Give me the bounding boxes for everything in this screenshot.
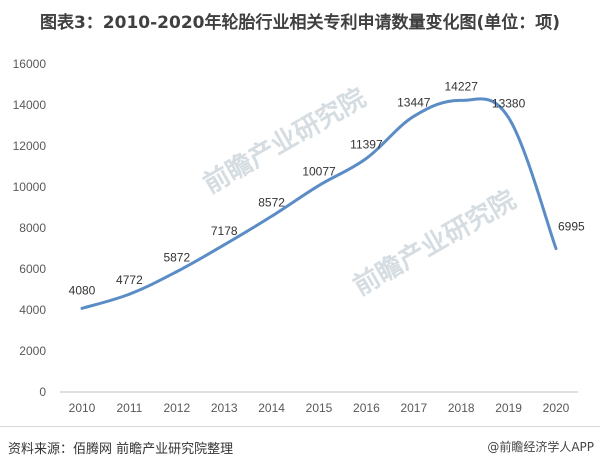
data-label-3: 7178 bbox=[211, 224, 238, 238]
y-tick-label-2: 4000 bbox=[19, 303, 46, 317]
y-tick-label-6: 12000 bbox=[13, 139, 47, 153]
data-label-2: 5872 bbox=[163, 251, 190, 265]
y-tick-label-8: 16000 bbox=[13, 57, 47, 71]
watermark-1: 前瞻产业研究院 bbox=[198, 82, 371, 200]
x-axis-ticks: 2010 2011 2012 2013 2014 2015 2016 2017 2018 2019… bbox=[69, 401, 570, 415]
data-label-8: 14227 bbox=[445, 79, 479, 93]
x-tick-label-6: 2016 bbox=[353, 401, 380, 415]
x-tick-label-5: 2015 bbox=[306, 401, 333, 415]
footer: 资料来源：佰腾网 前瞻产业研究院整理 @前瞻经济学人APP bbox=[0, 426, 600, 468]
x-tick-label-10: 2020 bbox=[543, 401, 570, 415]
data-label-9: 13380 bbox=[492, 97, 526, 111]
x-tick-label-8: 2018 bbox=[448, 401, 475, 415]
line-chart: 前瞻产业研究院 前瞻产业研究院 0 2000 4000 6000 8000 10000 12… bbox=[13, 57, 585, 415]
y-tick-label-3: 6000 bbox=[19, 262, 46, 276]
data-label-6: 11397 bbox=[350, 137, 383, 151]
source-note: 资料来源：佰腾网 前瞻产业研究院整理 bbox=[8, 442, 234, 457]
series-line bbox=[80, 97, 558, 310]
y-tick-label-1: 2000 bbox=[19, 344, 46, 358]
watermark-2: 前瞻产业研究院 bbox=[348, 184, 521, 302]
x-tick-label-0: 2010 bbox=[69, 401, 96, 415]
y-axis-ticks: 0 2000 4000 6000 8000 10000 12000 14000 16000 bbox=[13, 57, 47, 399]
watermarks: 前瞻产业研究院 前瞻产业研究院 bbox=[198, 82, 521, 302]
data-label-0: 4080 bbox=[69, 283, 96, 297]
data-label-10: 6995 bbox=[558, 220, 585, 234]
x-tick-label-2: 2012 bbox=[163, 401, 190, 415]
data-label-7: 13447 bbox=[397, 95, 431, 109]
y-tick-label-0: 0 bbox=[39, 385, 46, 399]
x-tick-label-7: 2017 bbox=[400, 401, 427, 415]
y-tick-label-7: 14000 bbox=[13, 98, 47, 112]
credit-note: @前瞻经济学人APP bbox=[487, 440, 594, 454]
x-tick-label-4: 2014 bbox=[258, 401, 285, 415]
x-tick-label-9: 2019 bbox=[495, 401, 522, 415]
x-tick-label-1: 2011 bbox=[116, 401, 142, 415]
chart-title: 图表3：2010-2020年轮胎行业相关专利申请数量变化图(单位：项) bbox=[39, 13, 561, 33]
data-label-5: 10077 bbox=[302, 164, 336, 178]
y-tick-label-4: 8000 bbox=[19, 221, 46, 235]
x-tick-label-3: 2013 bbox=[211, 401, 238, 415]
data-labels: 4080 4772 5872 7178 8572 10077 11397 13447 14227… bbox=[69, 79, 585, 297]
data-label-4: 8572 bbox=[258, 195, 285, 209]
data-label-1: 4772 bbox=[116, 273, 143, 287]
y-tick-label-5: 10000 bbox=[13, 180, 47, 194]
